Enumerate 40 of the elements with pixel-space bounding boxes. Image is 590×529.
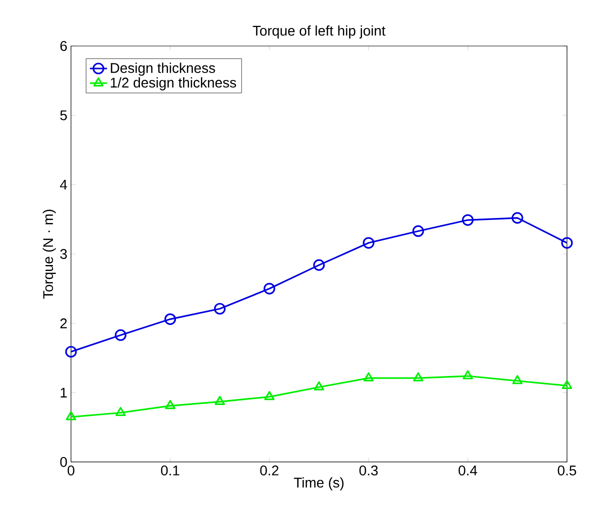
x-tick-label: 0.3 (359, 466, 378, 476)
point (462, 214, 474, 226)
y-tick-label: 0 (60, 457, 67, 467)
point (264, 391, 275, 400)
point (164, 313, 176, 325)
y-tick-label: 1 (60, 388, 67, 398)
point (115, 406, 126, 416)
point (362, 237, 374, 249)
point (65, 346, 77, 358)
point (214, 302, 226, 315)
x-tick-label: 0.2 (260, 466, 278, 476)
y-axis-title: Torque (N · m) (42, 210, 56, 299)
point (512, 212, 524, 224)
point (66, 411, 76, 420)
point (314, 381, 324, 390)
point (363, 372, 374, 382)
point (561, 237, 573, 249)
point (214, 396, 225, 405)
point (512, 375, 523, 384)
point (412, 225, 424, 237)
y-tick-label: 4 (60, 180, 68, 190)
x-tick-label: 0.1 (161, 466, 180, 476)
point (562, 380, 572, 390)
legend-label: Design thickness (110, 62, 216, 76)
y-tick-label: 5 (60, 110, 67, 120)
legend-label: 1/2 design thickness (110, 77, 236, 90)
point (264, 282, 276, 294)
point (165, 400, 176, 410)
y-tick-label: 6 (60, 41, 67, 51)
y-tick-label: 2 (60, 318, 67, 328)
chart-title: Torque of left hip joint (252, 25, 386, 38)
x-axis-title: Time (s) (294, 477, 344, 490)
point (413, 372, 424, 382)
x-tick-label: 0 (68, 466, 74, 476)
point (114, 329, 126, 341)
point (462, 370, 473, 380)
x-tick-label: 0.5 (558, 466, 576, 476)
y-tick-label: 3 (60, 249, 67, 259)
point (313, 259, 325, 271)
x-tick-label: 0.4 (458, 466, 478, 476)
